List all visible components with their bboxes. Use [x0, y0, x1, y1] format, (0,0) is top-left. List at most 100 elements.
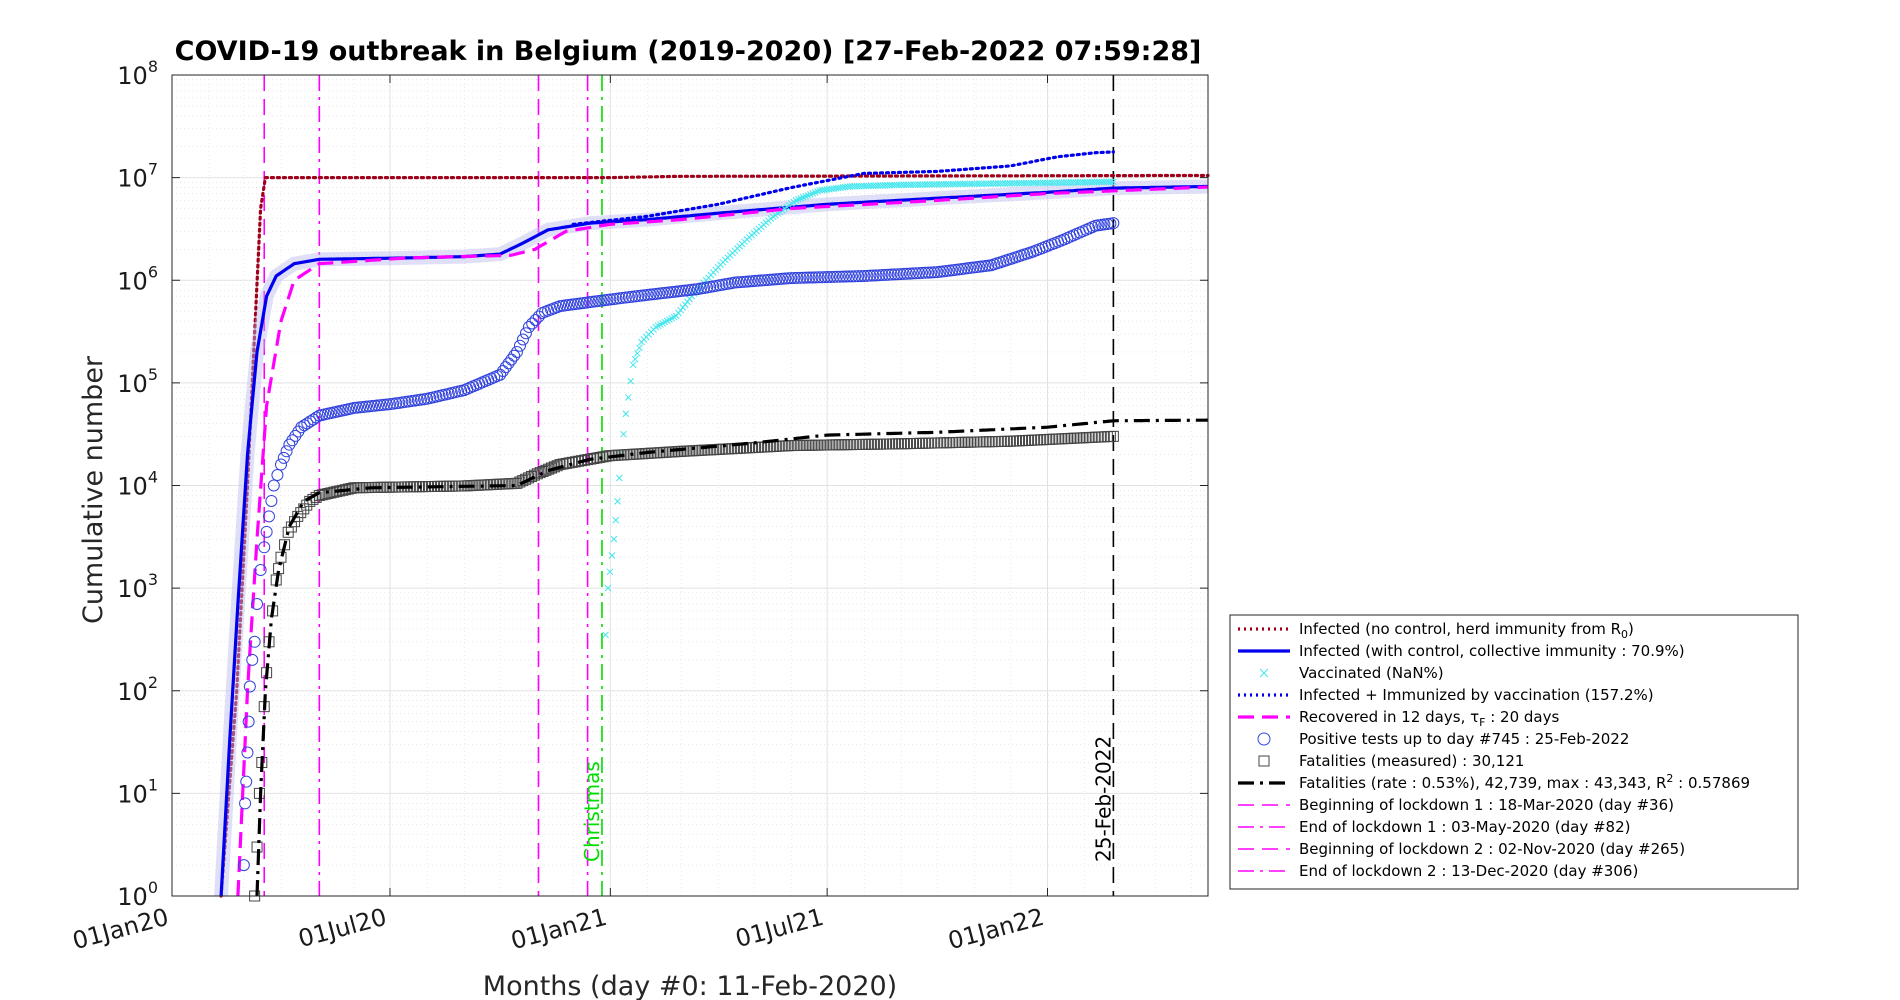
fatality-marker [554, 459, 566, 471]
positive-test-marker [243, 680, 256, 693]
legend-item: Infected + Immunized by vaccination (157… [1238, 686, 1654, 704]
series-line [571, 150, 1115, 226]
vaccinated-marker [622, 410, 630, 418]
legend-swatch [1257, 732, 1271, 746]
positive-test-marker [888, 268, 901, 281]
positive-test-marker [508, 349, 521, 362]
positive-test-marker [248, 635, 261, 648]
positive-test-marker [310, 411, 323, 424]
positive-test-marker [830, 270, 843, 283]
fatality-marker [345, 482, 357, 494]
positive-test-marker [241, 746, 254, 759]
vaccinated-marker [620, 430, 627, 438]
vaccinated-marker [1107, 178, 1115, 186]
positive-test-marker [743, 275, 756, 288]
series-5 [237, 217, 1120, 872]
fatality-marker [298, 503, 310, 515]
positive-test-marker [526, 317, 539, 330]
vaccinated-marker [636, 344, 643, 352]
positive-test-marker [885, 268, 898, 281]
legend-item: End of lockdown 1 : 03-May-2020 (day #82… [1238, 818, 1630, 836]
positive-test-marker [794, 271, 807, 284]
positive-test-marker [529, 314, 542, 327]
positive-test-marker [897, 267, 910, 280]
positive-test-marker [764, 273, 777, 286]
legend-swatch [1258, 755, 1270, 767]
positive-test-marker [513, 339, 526, 352]
vaccinated-marker [1110, 178, 1117, 186]
positive-test-marker [522, 321, 535, 334]
positive-test-marker [894, 268, 907, 281]
y-tick-label: 107 [117, 160, 158, 193]
positive-test-marker [258, 541, 271, 554]
legend-label: Beginning of lockdown 1 : 18-Mar-2020 (d… [1299, 796, 1674, 814]
vaccinated-marker [615, 474, 623, 482]
fatality-marker [528, 469, 540, 481]
positive-test-marker [824, 270, 837, 283]
positive-test-marker [913, 267, 926, 280]
positive-test-marker [903, 267, 916, 280]
y-tick-label: 105 [117, 365, 158, 398]
fatality-marker [275, 551, 287, 563]
positive-test-marker [882, 268, 895, 281]
positive-test-marker [797, 271, 810, 284]
positive-test-marker [240, 775, 253, 788]
positive-test-marker [731, 276, 744, 289]
y-axis-title: Cumulative number [78, 355, 109, 624]
positive-test-marker [867, 269, 880, 282]
positive-test-marker [782, 272, 795, 285]
legend: Infected (no control, herd immunity from… [1229, 614, 1799, 890]
positive-test-marker [849, 270, 862, 283]
fatality-marker [319, 488, 331, 500]
positive-test-marker [858, 270, 871, 283]
legend-label: End of lockdown 1 : 03-May-2020 (day #82… [1299, 818, 1630, 836]
fatality-marker [557, 458, 569, 470]
series-3 [571, 150, 1115, 226]
legend-item: Beginning of lockdown 1 : 18-Mar-2020 (d… [1238, 796, 1674, 814]
positive-test-marker [827, 270, 840, 283]
positive-test-marker [791, 271, 804, 284]
positive-test-marker [818, 271, 831, 284]
positive-test-marker [254, 564, 267, 577]
positive-test-marker [876, 269, 889, 282]
fatality-marker [534, 467, 546, 479]
positive-test-marker [821, 271, 834, 284]
positive-test-marker [809, 271, 822, 284]
vaccinated-marker [624, 394, 632, 401]
vaccinated-marker [608, 552, 616, 559]
fatality-marker [322, 488, 334, 500]
positive-test-marker [265, 494, 278, 507]
series-7 [255, 418, 1209, 897]
positive-test-marker [879, 268, 892, 281]
positive-test-marker [785, 272, 798, 285]
positive-test-marker [815, 271, 828, 284]
positive-test-marker [749, 274, 762, 287]
positive-test-marker [758, 274, 771, 287]
legend-item: Fatalities (rate : 0.53%), 42,739, max :… [1238, 772, 1750, 792]
positive-test-marker [246, 653, 259, 666]
positive-test-marker [864, 269, 877, 282]
positive-test-marker [516, 333, 529, 346]
positive-test-marker [836, 270, 849, 283]
event-line-label: Christmas [580, 761, 604, 862]
grid [171, 74, 1208, 897]
series-4 [236, 185, 1209, 897]
positive-test-marker [239, 797, 252, 810]
positive-test-marker [788, 271, 801, 284]
positive-test-marker [277, 451, 290, 464]
y-tick-label: 100 [117, 878, 158, 911]
positive-test-marker [928, 266, 941, 279]
positive-test-marker [267, 479, 280, 492]
series-6 [249, 430, 1119, 902]
chart-title: COVID-19 outbreak in Belgium (2019-2020)… [175, 36, 1202, 67]
positive-test-marker [280, 445, 293, 458]
positive-test-marker [839, 270, 852, 283]
positive-test-marker [260, 525, 273, 538]
positive-test-marker [737, 275, 750, 288]
series-2 [602, 178, 1117, 639]
vaccinated-marker [633, 350, 641, 357]
positive-test-marker [852, 270, 865, 283]
y-tick-label: 103 [117, 570, 158, 603]
positive-test-marker [271, 469, 284, 482]
